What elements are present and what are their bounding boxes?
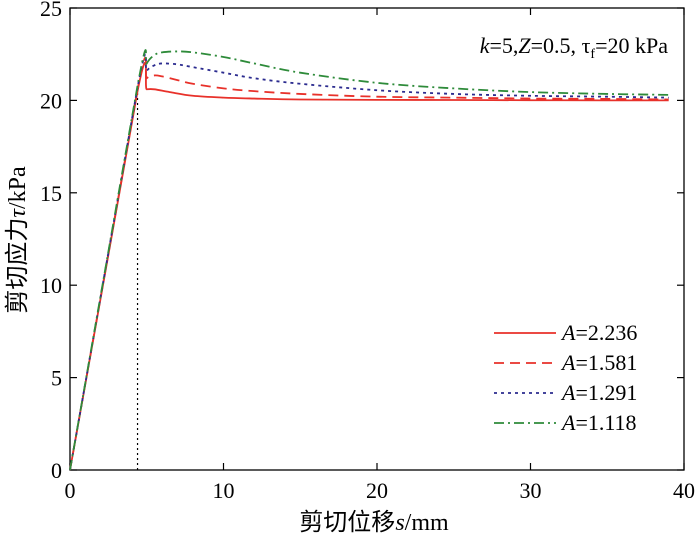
x-tick-label: 20: [366, 478, 388, 503]
legend-label-3: A=1.291: [560, 380, 637, 405]
y-tick-label: 15: [40, 181, 62, 206]
legend-label-4: A=1.118: [560, 410, 637, 435]
legend-label-2: A=1.581: [560, 350, 637, 375]
legend-label-1: A=2.236: [560, 320, 637, 345]
chart-annotation: k=5,Z=0.5, τf=20 kPa: [480, 33, 669, 62]
series-line-3: [69, 53, 669, 471]
x-tick-label: 40: [673, 478, 695, 503]
x-tick-label: 0: [65, 478, 76, 503]
y-axis-title: 剪切应力τ/kPa: [4, 166, 31, 314]
series-line-1: [69, 61, 669, 471]
x-tick-label: 10: [213, 478, 235, 503]
x-tick-label: 30: [520, 478, 542, 503]
y-tick-label: 0: [51, 458, 62, 483]
x-axis-title: 剪切位移s/mm: [299, 509, 449, 536]
y-tick-label: 5: [51, 366, 62, 391]
series-line-2: [69, 57, 669, 471]
y-tick-label: 20: [40, 88, 62, 113]
y-tick-label: 25: [40, 0, 62, 21]
y-tick-label: 10: [40, 273, 62, 298]
series-line-4: [69, 49, 669, 471]
